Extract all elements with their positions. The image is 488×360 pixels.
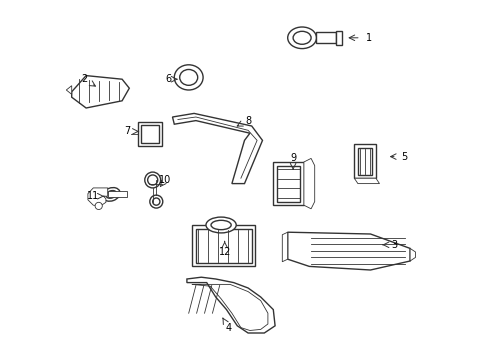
Polygon shape [303, 158, 314, 209]
Ellipse shape [179, 69, 197, 85]
Ellipse shape [144, 172, 160, 188]
Text: 7: 7 [124, 126, 130, 136]
Polygon shape [72, 76, 129, 108]
Ellipse shape [292, 31, 310, 44]
Text: 4: 4 [225, 323, 231, 333]
Bar [141, 125, 159, 143]
Polygon shape [88, 188, 107, 206]
Ellipse shape [147, 175, 158, 185]
Bar [316, 32, 336, 43]
Ellipse shape [211, 220, 231, 230]
Polygon shape [287, 232, 409, 270]
Bar [336, 31, 341, 45]
Ellipse shape [95, 202, 102, 210]
Text: 12: 12 [218, 247, 230, 257]
Text: 6: 6 [165, 74, 172, 84]
Bar [354, 144, 375, 178]
Text: 3: 3 [390, 240, 396, 250]
Ellipse shape [152, 198, 160, 205]
Ellipse shape [102, 188, 120, 201]
Polygon shape [409, 248, 415, 261]
Bar [273, 162, 303, 205]
Text: 5: 5 [401, 152, 407, 162]
Ellipse shape [287, 27, 316, 49]
Polygon shape [354, 178, 379, 184]
Polygon shape [186, 277, 275, 333]
Text: 11: 11 [87, 191, 99, 201]
Bar [196, 229, 251, 263]
Bar [276, 166, 300, 202]
Text: 2: 2 [81, 74, 87, 84]
Bar [192, 225, 255, 266]
Text: 8: 8 [244, 116, 251, 126]
Ellipse shape [205, 217, 236, 233]
Polygon shape [66, 86, 72, 94]
Ellipse shape [149, 195, 163, 208]
Bar [357, 148, 371, 175]
Text: 1: 1 [365, 33, 371, 43]
Bar [107, 191, 127, 197]
Polygon shape [172, 113, 262, 184]
Text: 10: 10 [159, 175, 171, 185]
Ellipse shape [174, 65, 203, 90]
Ellipse shape [106, 190, 116, 198]
Bar [138, 122, 162, 146]
Polygon shape [282, 232, 287, 262]
Text: 9: 9 [289, 153, 296, 163]
